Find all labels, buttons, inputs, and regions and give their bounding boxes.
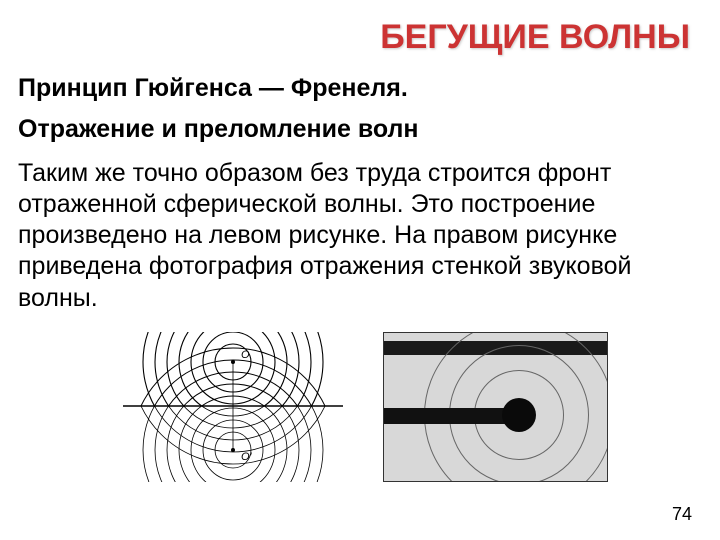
figures-row: O O′ [0,332,720,482]
left-diagram: O O′ [113,332,353,482]
svg-text:O: O [241,349,250,361]
subtitle-line-1: Принцип Гюйгенса — Френеля. [0,65,720,106]
body-paragraph: Таким же точно образом без труда строитс… [0,148,720,314]
page-number: 74 [672,504,692,525]
photo-mid-bar [384,408,519,424]
subtitle-line-2: Отражение и преломление волн [0,106,720,147]
photo-source-dot [502,398,536,432]
right-photo [383,332,608,482]
slide-title: БЕГУЩИЕ ВОЛНЫ [0,0,720,65]
